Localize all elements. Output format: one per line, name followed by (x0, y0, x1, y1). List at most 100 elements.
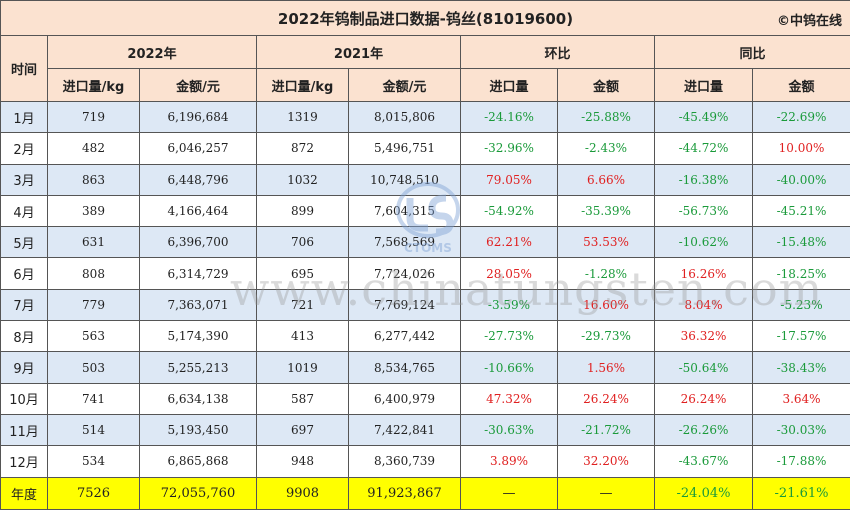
qty-2022-cell: 863 (47, 163, 140, 196)
yoy-qty-cell: -26.26% (654, 413, 753, 447)
table-row: 5月 631 6,396,700 706 7,568,569 62.21% 53.53% -1… (0, 226, 850, 259)
amount-2021-cell: 6,400,979 (348, 382, 461, 415)
mom-amount-cell: 6.66% (557, 163, 655, 196)
total-label: 年度 (0, 476, 48, 510)
amount-2022-cell: 6,314,729 (139, 257, 257, 290)
yoy-amount-cell: -17.57% (751, 320, 850, 353)
header-mom: 环比 (460, 35, 655, 69)
table-row: 2月 482 6,046,257 872 5,496,751 -32.96% -2.43% -… (0, 132, 850, 165)
yoy-amount-cell: -45.21% (751, 194, 850, 228)
table-row: 6月 808 6,314,729 695 7,724,026 28.05% -1.28% 16… (0, 257, 850, 290)
amount-2022-cell: 6,196,684 (139, 100, 257, 134)
month-cell: 4月 (0, 194, 48, 228)
amount-2021-cell: 7,769,124 (348, 288, 461, 322)
mom-qty-cell: -10.66% (460, 351, 558, 384)
yoy-amount-cell: -5.23% (751, 288, 850, 322)
yoy-qty-cell: 26.24% (654, 382, 753, 415)
amount-2021-cell: 10,748,510 (348, 163, 461, 196)
amount-2021-cell: 7,422,841 (348, 413, 461, 447)
table-row: 8月 563 5,174,390 413 6,277,442 -27.73% -29.73%… (0, 320, 850, 353)
yoy-amount-cell: -38.43% (751, 351, 850, 384)
qty-2021-cell: 695 (256, 257, 349, 290)
header-mom-qty: 进口量 (460, 68, 558, 102)
qty-2021-cell: 1019 (256, 351, 349, 384)
mom-amount-cell: 53.53% (557, 226, 655, 259)
header-qty-2021: 进口量/kg (256, 68, 349, 102)
qty-2022-cell: 741 (47, 382, 140, 415)
brand-label: ©中钨在线 (777, 14, 843, 29)
qty-2021-cell: 1319 (256, 100, 349, 134)
total-amount-2021-cell: 91,923,867 (348, 476, 461, 510)
qty-2022-cell: 389 (47, 194, 140, 228)
total-qty-2021-cell: 9908 (256, 476, 349, 510)
amount-2022-cell: 6,046,257 (139, 132, 257, 165)
amount-2022-cell: 6,634,138 (139, 382, 257, 415)
qty-2021-cell: 948 (256, 445, 349, 478)
mom-qty-cell: -54.92% (460, 194, 558, 228)
total-row: 年度 7526 72,055,760 9908 91,923,867— — -24.04% -… (0, 476, 850, 510)
yoy-amount-cell: -22.69% (751, 100, 850, 134)
mom-amount-cell: -2.43% (557, 132, 655, 165)
header-yoy: 同比 (653, 35, 850, 69)
total-amount-2022-cell: 72,055,760 (139, 476, 257, 510)
qty-2021-cell: 1032 (256, 163, 349, 196)
month-cell: 3月 (0, 163, 48, 196)
mom-amount-cell: -29.73% (557, 320, 655, 353)
header-yoy-qty: 进口量 (654, 68, 753, 102)
yoy-amount-cell: -15.48% (751, 226, 850, 259)
month-cell: 6月 (0, 257, 48, 290)
yoy-amount-cell: -40.00% (751, 163, 850, 196)
yoy-qty-cell: -45.49% (654, 100, 753, 134)
qty-2022-cell: 514 (47, 413, 140, 447)
total-yoy-qty-cell: -24.04% (654, 476, 753, 510)
qty-2021-cell: 706 (256, 226, 349, 259)
mom-qty-cell: -3.59% (460, 288, 558, 322)
mom-qty-cell: -24.16% (460, 100, 558, 134)
month-cell: 2月 (0, 132, 48, 165)
yoy-amount-cell: -18.25% (751, 257, 850, 290)
mom-amount-cell: 16.60% (557, 288, 655, 322)
qty-2022-cell: 482 (47, 132, 140, 165)
total-mom-amount-cell: — (557, 476, 655, 510)
yoy-amount-cell: -30.03% (751, 413, 850, 447)
header-row-2: 进口量/kg 金额/元 进口量/kg 金额/元 进口量 金额 进口量 金额 (1, 68, 850, 102)
amount-2022-cell: 5,255,213 (139, 351, 257, 384)
mom-amount-cell: -25.88% (557, 100, 655, 134)
header-amount-2021: 金额/元 (348, 68, 461, 102)
table-row: 11月 514 5,193,450 697 7,422,841 -30.63% -21.72… (0, 413, 850, 447)
mom-qty-cell: -30.63% (460, 413, 558, 447)
title-row: 2022年钨制品进口数据-钨丝(81019600) ©中钨在线 (0, 0, 850, 36)
amount-2021-cell: 6,277,442 (348, 320, 461, 353)
month-cell: 12月 (0, 445, 48, 478)
qty-2021-cell: 721 (256, 288, 349, 322)
mom-qty-cell: 47.32% (460, 382, 558, 415)
amount-2021-cell: 8,360,739 (348, 445, 461, 478)
total-yoy-amount-cell: -21.61% (751, 476, 850, 510)
page-title: 2022年钨制品进口数据-钨丝(81019600) (277, 9, 574, 28)
amount-2021-cell: 7,568,569 (348, 226, 461, 259)
yoy-qty-cell: 8.04% (654, 288, 753, 322)
header-mom-amount: 金额 (557, 68, 655, 102)
qty-2021-cell: 899 (256, 194, 349, 228)
amount-2022-cell: 4,166,464 (139, 194, 257, 228)
table-row: 1月 719 6,196,684 1319 8,015,806 -24.16% -25.88… (0, 100, 850, 134)
total-mom-qty-cell: — (460, 476, 558, 510)
yoy-qty-cell: -10.62% (654, 226, 753, 259)
yoy-qty-cell: -16.38% (654, 163, 753, 196)
yoy-amount-cell: -17.88% (751, 445, 850, 478)
amount-2021-cell: 7,604,315 (348, 194, 461, 228)
qty-2022-cell: 631 (47, 226, 140, 259)
qty-2022-cell: 563 (47, 320, 140, 353)
mom-qty-cell: 3.89% (460, 445, 558, 478)
yoy-qty-cell: 16.26% (654, 257, 753, 290)
month-cell: 7月 (0, 288, 48, 322)
table-row: 3月 863 6,448,796 1032 10,748,510 79.05% 6.66% -… (0, 163, 850, 196)
qty-2022-cell: 779 (47, 288, 140, 322)
qty-2022-cell: 808 (47, 257, 140, 290)
amount-2022-cell: 5,174,390 (139, 320, 257, 353)
mom-amount-cell: 32.20% (557, 445, 655, 478)
amount-2022-cell: 5,193,450 (139, 413, 257, 447)
table-row: 12月 534 6,865,868 948 8,360,739 3.89% 32.20% -4… (0, 445, 850, 478)
mom-amount-cell: -35.39% (557, 194, 655, 228)
mom-qty-cell: -27.73% (460, 320, 558, 353)
